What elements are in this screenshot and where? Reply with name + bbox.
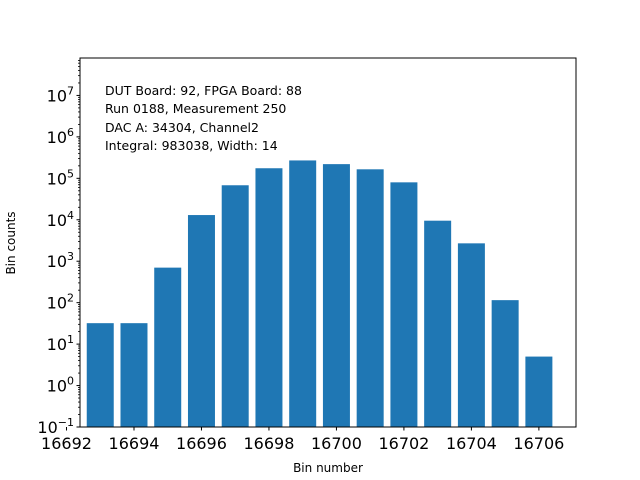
- bar-16705: [491, 300, 519, 427]
- bar-16699: [289, 160, 317, 427]
- x-tick-label: 16706: [513, 434, 564, 453]
- y-tick-label: 107: [47, 84, 74, 105]
- bar-16693: [86, 323, 114, 427]
- y-tick-label: 100: [47, 375, 74, 396]
- bar-16695: [154, 267, 182, 427]
- x-axis-label: Bin number: [293, 461, 363, 475]
- bar-16704: [457, 243, 485, 427]
- y-tick-label: 106: [47, 126, 74, 147]
- annotation-line-3: DAC A: 34304, Channel2: [105, 120, 259, 135]
- x-tick-label: 16702: [378, 434, 429, 453]
- y-tick-label: 101: [47, 333, 74, 354]
- y-tick-label: 103: [47, 250, 74, 271]
- bar-series: [86, 160, 553, 427]
- x-tick-label: 16694: [109, 434, 160, 453]
- bar-16701: [356, 169, 384, 427]
- bar-16697: [221, 185, 249, 427]
- annotation-line-1: DUT Board: 92, FPGA Board: 88: [105, 83, 302, 98]
- x-axis-ticks: 16692 16694 16696 16698 16700 16702 16704 16706: [41, 427, 564, 453]
- annotation-line-2: Run 0188, Measurement 250: [105, 101, 286, 116]
- bar-16694: [120, 323, 148, 427]
- bar-16698: [255, 168, 283, 427]
- annotation-line-4: Integral: 983038, Width: 14: [105, 138, 278, 153]
- bar-16706: [525, 356, 553, 427]
- y-tick-label: 104: [47, 209, 74, 230]
- y-tick-label: 102: [47, 292, 74, 313]
- y-axis-ticks: 10−1 100 101 102 103 104 105 106 107: [37, 84, 80, 437]
- bar-16696: [187, 215, 215, 427]
- y-tick-label: 105: [47, 167, 74, 188]
- plot-frame: [79, 57, 577, 428]
- bar-16700: [322, 164, 350, 427]
- x-tick-label: 16698: [243, 434, 294, 453]
- x-tick-label: 16692: [41, 434, 92, 453]
- x-tick-label: 16700: [311, 434, 362, 453]
- x-tick-label: 16704: [446, 434, 497, 453]
- y-tick-label: 10−1: [37, 416, 74, 437]
- x-tick-label: 16696: [176, 434, 227, 453]
- bar-16702: [390, 182, 418, 427]
- bar-16703: [424, 220, 452, 427]
- y-axis-label: Bin counts: [4, 211, 18, 274]
